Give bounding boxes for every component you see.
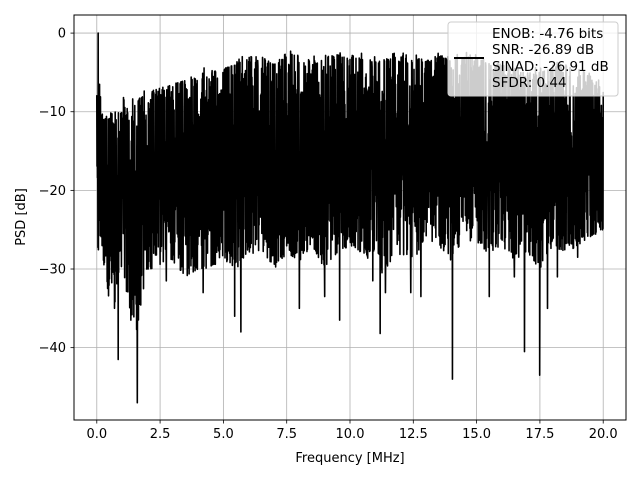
y-tick-label: −30 [39, 263, 66, 278]
x-tick-label: 12.5 [399, 427, 428, 442]
y-tick-label: −20 [39, 184, 66, 199]
legend-entry-enob: ENOB: -4.76 bits [492, 26, 603, 42]
psd-series-line [95, 32, 605, 404]
y-tick-label: 0 [58, 27, 66, 42]
legend-entry-snr: SNR: -26.89 dB [492, 42, 594, 58]
y-axis-label: PSD [dB] [14, 188, 29, 246]
x-tick-label: 5.0 [213, 427, 234, 442]
x-tick-label: 15.0 [462, 427, 491, 442]
legend-box [447, 21, 619, 97]
x-tick-label: 10.0 [336, 427, 365, 442]
x-tick-label: 7.5 [276, 427, 297, 442]
x-tick-label: 17.5 [525, 427, 554, 442]
x-tick-label: 0.0 [86, 427, 107, 442]
legend: ENOB: -4.76 bits SNR: -26.89 dB SINAD: -… [447, 21, 619, 97]
plot-area [95, 32, 605, 404]
y-axis: 0 −10 −20 −30 −40 [39, 27, 74, 356]
x-tick-label: 2.5 [150, 427, 171, 442]
x-axis: 0.0 2.5 5.0 7.5 10.0 12.5 15.0 17.5 20.0 [86, 420, 618, 442]
y-tick-label: −10 [39, 105, 66, 120]
y-tick-label: −40 [39, 341, 66, 356]
x-axis-label: Frequency [MHz] [295, 451, 404, 466]
legend-entry-sfdr: SFDR: 0.44 [492, 75, 567, 91]
legend-entry-sinad: SINAD: -26.91 dB [492, 59, 609, 75]
x-tick-label: 20.0 [589, 427, 618, 442]
